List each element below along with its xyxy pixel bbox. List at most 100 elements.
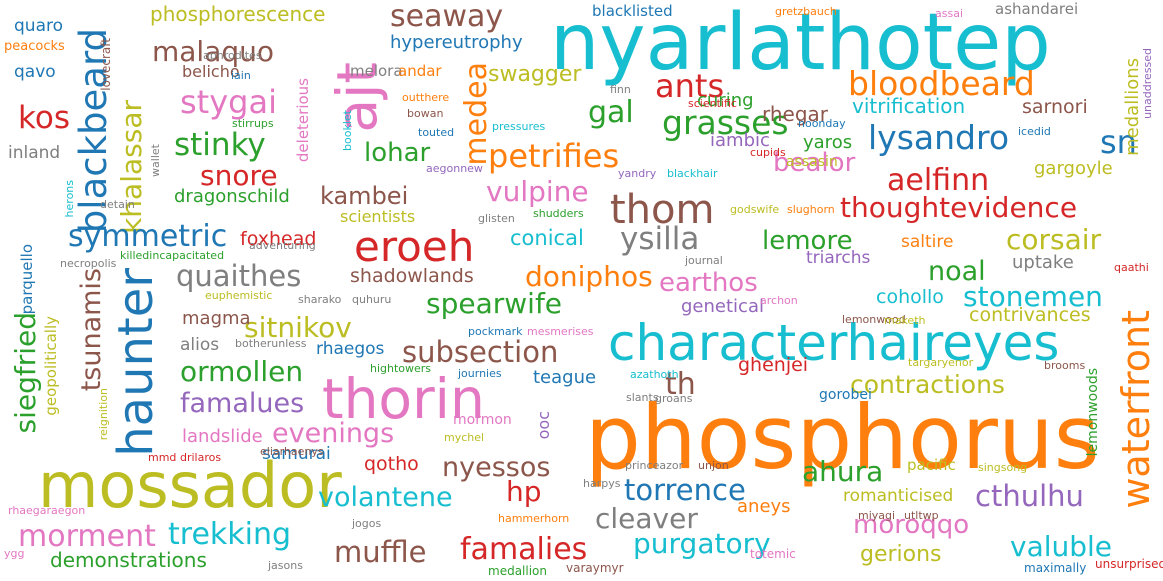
cloud-word: scientists	[340, 207, 416, 226]
cloud-word: contrivances	[969, 304, 1091, 326]
cloud-word: geopolitically	[42, 316, 60, 416]
cloud-word: journal	[685, 254, 723, 267]
cloud-word: finn	[610, 83, 631, 96]
cloud-word: ooc	[534, 411, 553, 440]
cloud-word: kos	[18, 100, 70, 136]
cloud-word: stinky	[174, 127, 266, 163]
cloud-word: slants	[626, 391, 659, 404]
cloud-word: grasses	[662, 103, 789, 142]
cloud-word: famalies	[460, 532, 588, 567]
cloud-word: assasin	[786, 154, 838, 170]
cloud-word: gerions	[860, 542, 942, 567]
cloud-word: thom	[610, 187, 715, 233]
cloud-word: landslide	[182, 426, 263, 447]
cloud-word: uptake	[1012, 252, 1074, 273]
cloud-word: symmetric	[68, 219, 228, 254]
cloud-word: euphemistic	[205, 289, 273, 302]
cloud-word: siegfried	[9, 312, 42, 434]
cloud-word: noonday	[798, 117, 846, 130]
cloud-word: curing	[697, 90, 754, 111]
cloud-word: miyagi	[858, 509, 896, 522]
cloud-word: aelfinn	[887, 163, 990, 198]
cloud-word: tsunamis	[76, 268, 107, 392]
cloud-word: yandry	[618, 167, 657, 180]
cloud-word: trekking	[168, 517, 292, 552]
cloud-word: snore	[200, 159, 278, 192]
cloud-word: ysilla	[620, 221, 700, 257]
cloud-word: seaway	[390, 0, 504, 34]
cloud-word: bealor	[773, 148, 856, 178]
cloud-word: unaddressed	[1141, 48, 1154, 119]
cloud-word: journies	[458, 367, 502, 380]
cloud-word: melora	[350, 62, 403, 80]
cloud-word: booklet	[341, 110, 354, 151]
cloud-word: ormollen	[180, 355, 304, 388]
cloud-word: ahura	[802, 455, 884, 488]
cloud-word: shudders	[533, 207, 584, 220]
cloud-word: sitnikov	[244, 311, 352, 344]
cloud-word: pacific	[907, 456, 956, 474]
cloud-word: unjon	[698, 459, 729, 472]
cloud-word: rhaegos	[316, 339, 385, 359]
cloud-word: detain	[100, 198, 135, 211]
cloud-word: maketh	[884, 314, 926, 327]
cloud-word: groans	[655, 392, 693, 405]
cloud-word: genetical	[681, 296, 764, 317]
cloud-word: corsair	[1006, 223, 1102, 256]
cloud-word: noal	[928, 256, 986, 287]
cloud-word: jogos	[352, 517, 382, 530]
cloud-word: morment	[18, 519, 156, 554]
cloud-word: medallions	[1122, 58, 1143, 156]
cloud-word: phosphorescence	[150, 2, 326, 26]
cloud-word: subsection	[402, 335, 559, 369]
cloud-word: eliarhaenys	[260, 445, 324, 458]
cloud-word: kambei	[320, 182, 409, 210]
cloud-word: gal	[588, 95, 634, 130]
cloud-word: mormon	[453, 412, 512, 428]
cloud-word: iain	[231, 69, 251, 82]
cloud-word: doniphos	[525, 260, 653, 293]
cloud-word: belicho	[182, 62, 240, 81]
cloud-word: purgatory	[633, 527, 771, 560]
cloud-word: samurai	[262, 444, 331, 464]
cloud-word: demonstrations	[50, 548, 207, 572]
cloud-word: iambic	[710, 130, 770, 151]
cloud-word: ashandarei	[995, 0, 1079, 18]
cloud-word: ants	[655, 67, 725, 105]
cloud-word: famalues	[180, 388, 305, 419]
cloud-word: sharako	[298, 293, 342, 306]
cloud-word: inland	[8, 143, 61, 163]
cloud-word: gargoyle	[1034, 158, 1113, 179]
cloud-word: aphrodites	[203, 49, 262, 62]
cloud-word: brooms	[1044, 359, 1086, 372]
cloud-word: petrifies	[488, 137, 620, 175]
cloud-word: stygai	[180, 83, 277, 121]
cloud-word: volantene	[318, 482, 453, 513]
cloud-word: stirrups	[232, 117, 274, 130]
cloud-word: icedid	[1018, 125, 1051, 138]
cloud-word: gorobei	[819, 387, 872, 403]
cloud-word: aegonnew	[426, 162, 483, 175]
cloud-word: malaquo	[152, 35, 275, 68]
cloud-word: herons	[63, 180, 76, 218]
cloud-word: vulpine	[486, 175, 589, 208]
cloud-word: quaithes	[176, 259, 302, 293]
cloud-word: romanticised	[843, 486, 954, 506]
cloud-word: sarnori	[1022, 96, 1088, 118]
cloud-word: singsong	[978, 461, 1028, 474]
cloud-word: unsurprised	[1095, 557, 1163, 571]
cloud-word: lemonwood	[842, 313, 906, 326]
cloud-word: varaymyr	[566, 561, 624, 575]
cloud-word: rhaegaraegon	[8, 504, 86, 517]
cloud-word: qaathi	[1114, 261, 1149, 274]
cloud-word: princeazor	[625, 459, 684, 472]
cloud-word: mossador	[38, 449, 342, 522]
cloud-word: swagger	[488, 62, 582, 87]
cloud-word: gretzbauch	[775, 5, 837, 18]
cloud-word: medallion	[488, 564, 547, 578]
cloud-word: hammerhorn	[498, 512, 570, 525]
cloud-word: moroqqo	[853, 510, 970, 540]
cloud-word: botherunless	[235, 337, 307, 350]
cloud-word: hp	[506, 475, 542, 508]
